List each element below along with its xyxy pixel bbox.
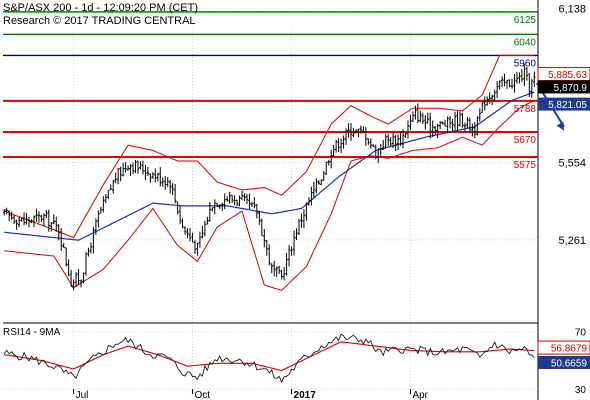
value-badges: 5,885.63 5,870.9 5,821.05 56.8679 50.6659 [537, 67, 590, 369]
rsi-badge-ma-text: 56.8679 [551, 344, 588, 355]
rsi-y-tick-label: 30 [575, 385, 587, 396]
grid-lines [3, 0, 539, 400]
level-label-5575: 5575 [514, 160, 537, 171]
x-tick-label: 2017 [294, 390, 317, 400]
rsi-badge-value-text: 50.6659 [551, 358, 588, 369]
support-resistance-lines: 6125 6040 5960 5788 5670 5575 [3, 11, 538, 171]
y-tick-label: 6,138 [558, 3, 586, 15]
moving-average-line [4, 91, 535, 241]
rsi-y-tick-label: 70 [575, 328, 587, 339]
chart-title: S&P/ASX 200 - 1d - 12:09:20 PM (CET) [3, 2, 198, 14]
forecast-arrow-head [556, 121, 565, 131]
bollinger-lower [4, 99, 535, 291]
x-tick-label: Jul [76, 390, 89, 400]
x-tick-label: Apr [412, 390, 428, 400]
x-tick-label: Oct [194, 390, 210, 400]
price-badge-last-text: 5,870.9 [554, 83, 588, 94]
moving-average [4, 91, 535, 241]
price-badge-upper-band-text: 5,885.63 [548, 70, 587, 81]
y-tick-label: 5,554 [558, 158, 586, 170]
level-label-5670: 5670 [514, 135, 537, 146]
axes: 6,138 5,554 5,261 70 30 Jul Oct 2017 Apr [73, 3, 587, 400]
copyright-line: Research © 2017 TRADING CENTRAL [3, 15, 196, 27]
y-tick-label: 5,261 [558, 235, 586, 247]
bollinger-upper [4, 54, 535, 239]
rsi-badge-value-box [538, 355, 590, 369]
rsi-line [3, 333, 535, 384]
level-label-6040: 6040 [514, 37, 537, 48]
bollinger-bands [4, 54, 535, 291]
rsi-label: RSI14 - 9MA [3, 327, 61, 338]
level-label-6125: 6125 [514, 15, 537, 26]
rsi-panel [3, 333, 535, 384]
price-badge-ma-box [538, 97, 590, 111]
rsi-ma-line [4, 341, 535, 372]
level-label-5788: 5788 [514, 104, 537, 115]
rsi-badge-ma-box [537, 340, 590, 355]
price-badge-ma-text: 5,821.05 [548, 100, 587, 111]
level-label-5960: 5960 [514, 58, 537, 69]
price-badge-last-box [538, 80, 590, 94]
price-bars [3, 63, 536, 291]
